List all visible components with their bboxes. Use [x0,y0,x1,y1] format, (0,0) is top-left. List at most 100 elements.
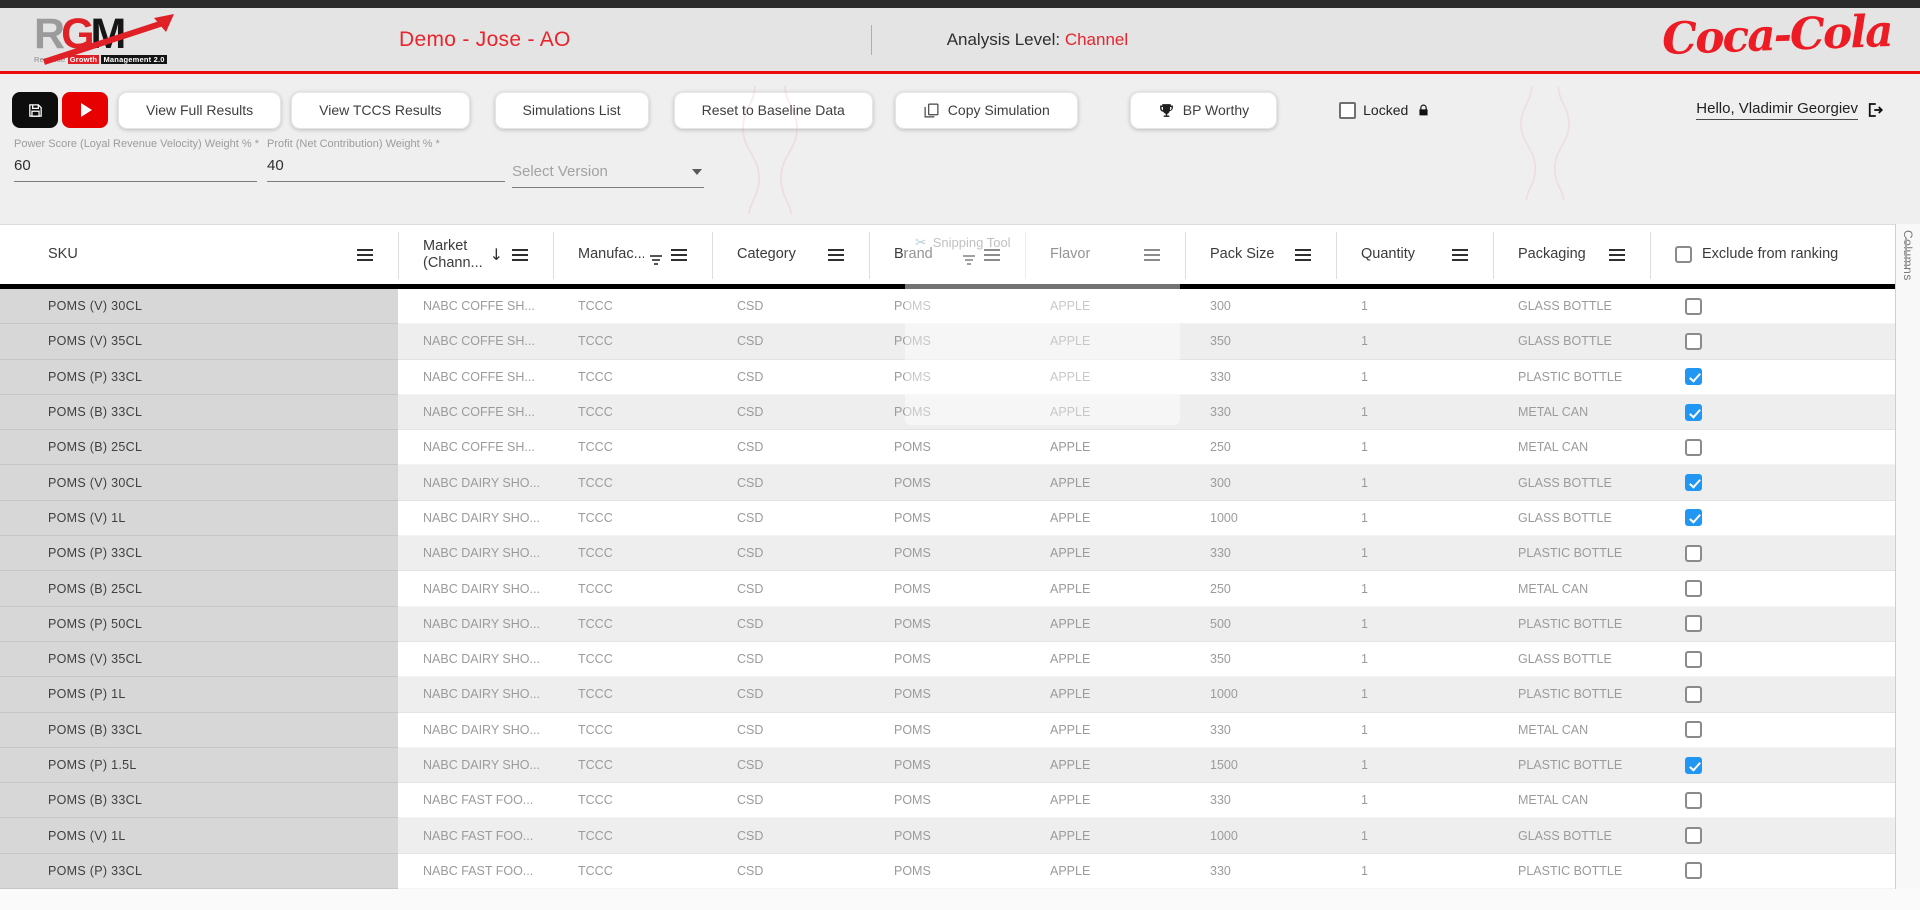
column-header-market[interactable]: Market (Chann... ↓ [398,225,553,284]
cell-exclude [1650,500,1895,537]
column-menu-icon[interactable] [671,248,687,261]
cell-category: CSD [712,394,869,431]
cell-exclude [1650,818,1895,854]
cell-manufacturer: TCCC [553,289,712,325]
sort-desc-icon[interactable]: ↓ [489,244,503,264]
cell-flavor: APPLE [1025,853,1185,890]
exclude-from-ranking-checkbox[interactable] [1685,332,1702,350]
user-greeting-link[interactable]: Hello, Vladimir Georgiev [1696,100,1884,120]
bp-worthy-button[interactable]: BP Worthy [1129,91,1278,129]
exclude-from-ranking-checkbox[interactable] [1685,791,1702,809]
table-row: POMS (V) 30CL NABC DAIRY SHO... TCCC CSD POM… [0,465,1895,501]
cell-pack_size: 330 [1185,536,1336,572]
analysis-level-value: Channel [1064,29,1129,49]
view-full-results-button[interactable]: View Full Results [118,91,282,129]
select-version-dropdown[interactable]: Select Version [512,138,704,188]
app-header: RGM Revenue Growth Management 2.0 Demo -… [0,6,1920,74]
exclude-from-ranking-checkbox[interactable] [1685,650,1702,668]
cell-quantity: 1 [1336,324,1493,360]
column-header-brand[interactable]: Brand [869,225,1025,284]
cell-exclude [1650,712,1895,748]
cell-manufacturer: TCCC [553,677,712,713]
column-menu-icon[interactable] [357,248,373,261]
save-button[interactable] [12,92,58,128]
column-header-quantity[interactable]: Quantity [1336,225,1493,284]
cell-sku: POMS (V) 1L [0,818,398,854]
profit-input[interactable] [267,157,505,182]
locked-checkbox[interactable] [1339,101,1357,119]
column-header-packaging[interactable]: Packaging [1493,225,1650,284]
column-menu-icon[interactable] [512,248,528,261]
exclude-from-ranking-checkbox[interactable] [1685,756,1702,774]
cell-pack_size: 300 [1185,289,1336,325]
cell-flavor: APPLE [1025,359,1185,395]
cell-quantity: 1 [1336,747,1493,784]
cell-manufacturer: TCCC [553,641,712,678]
column-header-label: SKU [48,246,78,262]
column-header-category[interactable]: Category [712,225,869,284]
column-menu-icon[interactable] [1452,248,1468,261]
simulation-title: Demo - Jose - AO [399,27,571,51]
rgm-letter-r: R [34,9,65,58]
column-menu-icon[interactable] [984,248,1000,261]
cell-sku: POMS (P) 33CL [0,536,398,572]
cell-sku: POMS (P) 33CL [0,359,398,395]
reset-to-baseline-button[interactable]: Reset to Baseline Data [673,91,873,129]
column-header-sku[interactable]: SKU [0,225,398,284]
exclude-from-ranking-checkbox[interactable] [1685,721,1702,739]
cell-category: CSD [712,747,869,784]
table-row: POMS (P) 1.5L NABC DAIRY SHO... TCCC CSD POM… [0,747,1895,784]
exclude-all-checkbox[interactable] [1675,246,1692,263]
cell-flavor: APPLE [1025,818,1185,854]
filter-icon[interactable] [963,254,975,265]
column-header-exclude[interactable]: Exclude from ranking [1650,225,1895,284]
exclude-from-ranking-checkbox[interactable] [1685,862,1702,880]
power-score-input[interactable] [14,157,257,182]
profit-label: Profit (Net Contribution) Weight % * [267,138,440,150]
column-menu-icon[interactable] [828,248,844,261]
exclude-from-ranking-checkbox[interactable] [1685,297,1702,315]
cell-manufacturer: TCCC [553,818,712,854]
cell-pack_size: 500 [1185,606,1336,642]
exclude-from-ranking-checkbox[interactable] [1685,474,1702,492]
column-menu-icon[interactable] [1295,248,1311,261]
exclude-from-ranking-checkbox[interactable] [1685,544,1702,562]
cell-pack_size: 330 [1185,853,1336,890]
cell-quantity: 1 [1336,818,1493,854]
cell-exclude [1650,359,1895,395]
cell-brand: POMS [869,747,1025,784]
column-menu-icon[interactable] [1144,248,1160,261]
view-tccs-results-button[interactable]: View TCCS Results [291,91,470,129]
simulations-list-button[interactable]: Simulations List [494,91,649,129]
cell-packaging: METAL CAN [1493,712,1650,748]
cell-brand: POMS [869,324,1025,360]
exclude-from-ranking-checkbox[interactable] [1685,368,1702,386]
filter-icon[interactable] [650,254,662,265]
exclude-from-ranking-checkbox[interactable] [1685,615,1702,633]
column-header-label: Quantity [1361,246,1415,262]
columns-panel-tab[interactable]: Columns [1895,224,1920,890]
cell-pack_size: 300 [1185,465,1336,501]
table-row: POMS (B) 33CL NABC COFFE SH... TCCC CSD POMS… [0,394,1895,431]
copy-simulation-button[interactable]: Copy Simulation [894,91,1078,129]
cell-pack_size: 330 [1185,394,1336,431]
cell-flavor: APPLE [1025,712,1185,748]
run-simulation-button[interactable] [62,92,108,128]
exclude-from-ranking-checkbox[interactable] [1685,403,1702,421]
exclude-from-ranking-checkbox[interactable] [1685,827,1702,845]
cell-exclude [1650,641,1895,678]
cell-manufacturer: TCCC [553,747,712,784]
exclude-from-ranking-checkbox[interactable] [1685,438,1702,456]
column-header-manufacturer[interactable]: Manufac... [553,225,712,284]
column-header-flavor[interactable]: Flavor [1025,225,1185,284]
exclude-from-ranking-checkbox[interactable] [1685,580,1702,598]
column-menu-icon[interactable] [1609,248,1625,261]
cell-pack_size: 350 [1185,324,1336,360]
cell-market: NABC FAST FOO... [398,783,553,819]
cell-flavor: APPLE [1025,500,1185,537]
scrollbar-thumb[interactable] [1905,238,1907,268]
exclude-from-ranking-checkbox[interactable] [1685,685,1702,703]
cell-pack_size: 250 [1185,430,1336,466]
column-header-pack_size[interactable]: Pack Size [1185,225,1336,284]
exclude-from-ranking-checkbox[interactable] [1685,509,1702,527]
